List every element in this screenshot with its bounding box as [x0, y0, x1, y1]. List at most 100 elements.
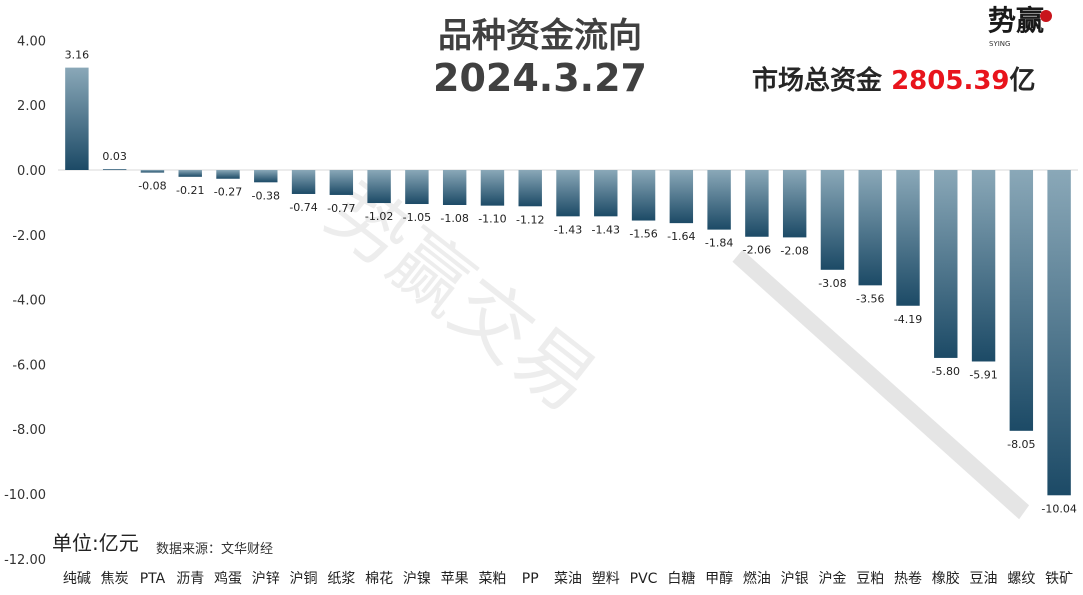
- x-tick-label: 纸浆: [327, 571, 355, 587]
- chart-title: 品种资金流向: [438, 16, 642, 56]
- bar-shadow: [732, 249, 1030, 520]
- data-label: -2.08: [780, 244, 808, 257]
- data-label: -8.05: [1007, 438, 1035, 451]
- bar: [669, 170, 694, 224]
- x-axis: 纯碱 焦炭 PTA 沥青 鸡蛋 沪锌 沪铜 纸浆 棉花 沪镍 苹果 菜粕 PP 菜油 塑料 PVC 白糖 甲醇 燃油…: [63, 570, 1073, 587]
- source-label: 数据来源：文华财经: [156, 542, 274, 557]
- bar: [216, 170, 240, 179]
- y-tick-label: -10.00: [4, 488, 46, 503]
- bar: [254, 170, 278, 183]
- x-tick-label: 螺纹: [1007, 571, 1035, 587]
- bar: [782, 170, 807, 238]
- bar: [102, 169, 127, 171]
- unit-label: 单位:亿元: [52, 531, 139, 555]
- data-label: 0.03: [102, 150, 127, 163]
- x-tick-label: PVC: [630, 571, 658, 587]
- bar: [291, 170, 316, 194]
- bar: [140, 170, 165, 173]
- bar: [442, 170, 467, 205]
- x-tick-label: 橡胶: [932, 570, 960, 587]
- logo-text: 势赢: [988, 4, 1044, 37]
- x-tick-label: PP: [522, 571, 539, 587]
- x-tick-label: 铁矿: [1045, 571, 1073, 587]
- market-total-label: 市场总资金: [752, 66, 883, 96]
- x-tick-label: 棉花: [365, 570, 393, 587]
- data-label: -0.77: [327, 202, 355, 215]
- y-tick-label: 0.00: [17, 164, 46, 179]
- data-label: -0.74: [289, 201, 317, 214]
- data-label: -1.64: [667, 230, 695, 243]
- x-tick-label: 沪镍: [403, 571, 431, 587]
- y-axis: 4.00 2.00 0.00 -2.00 -4.00 -6.00 -8.00 -10.00 -1…: [4, 34, 46, 567]
- shadow-band: [732, 249, 1030, 520]
- x-tick-label: 沪铜: [290, 571, 318, 587]
- x-tick-label: 燃油: [743, 570, 771, 587]
- data-label: -1.08: [440, 212, 468, 225]
- data-label: 3.16: [65, 49, 90, 62]
- data-label: -1.12: [516, 213, 544, 226]
- data-label: -0.38: [252, 189, 280, 202]
- data-label: -1.02: [365, 210, 393, 223]
- bar: [518, 170, 542, 207]
- data-label: -1.56: [629, 228, 657, 241]
- y-tick-label: -12.00: [4, 553, 46, 568]
- x-tick-label: 沪银: [781, 571, 809, 587]
- y-tick-label: -6.00: [12, 358, 46, 373]
- data-label: -5.91: [969, 368, 997, 381]
- bar: [858, 170, 882, 286]
- x-tick-label: 菜粕: [478, 571, 506, 587]
- bar: [707, 170, 731, 230]
- data-label: -1.05: [403, 211, 431, 224]
- logo-seal-icon: [1040, 10, 1052, 22]
- x-tick-label: 豆粕: [856, 571, 884, 587]
- bar: [367, 170, 391, 204]
- data-label: -5.80: [932, 365, 960, 378]
- data-label: -4.19: [894, 313, 922, 326]
- x-tick-label: 苹果: [441, 571, 469, 587]
- data-label: -1.43: [592, 223, 620, 236]
- data-label: -1.10: [478, 213, 506, 226]
- x-tick-label: PTA: [140, 571, 166, 587]
- bar: [745, 170, 769, 237]
- bar: [896, 170, 920, 306]
- y-tick-label: -8.00: [12, 423, 46, 438]
- bar: [405, 170, 429, 205]
- x-tick-label: 塑料: [592, 571, 620, 587]
- brand-logo: 势赢 SYING: [988, 4, 1052, 48]
- x-tick-label: 豆油: [970, 571, 998, 587]
- x-tick-label: 鸡蛋: [214, 570, 242, 587]
- data-labels: 3.16 0.03 -0.08 -0.21 -0.27 -0.38 -0.74 -0.77 -1…: [65, 49, 1077, 516]
- y-tick-label: 2.00: [17, 99, 46, 114]
- bar: [1047, 170, 1071, 496]
- chart-date: 2024.3.27: [433, 56, 647, 100]
- x-tick-label: 白糖: [667, 571, 695, 587]
- data-label: -2.06: [743, 244, 771, 257]
- data-label: -3.08: [818, 277, 846, 290]
- bar: [820, 170, 845, 270]
- bar: [480, 170, 505, 206]
- y-tick-label: -4.00: [12, 294, 46, 309]
- x-tick-label: 热卷: [894, 571, 922, 587]
- bars: [65, 67, 1071, 496]
- market-total-value: 2805.39: [891, 66, 1010, 96]
- data-label: -3.56: [856, 292, 884, 305]
- bar: [934, 170, 958, 358]
- data-label: -1.84: [705, 237, 733, 250]
- x-tick-label: 纯碱: [63, 571, 91, 587]
- x-tick-label: 甲醇: [705, 570, 733, 587]
- bar: [631, 170, 656, 221]
- x-tick-label: 沪锌: [252, 571, 280, 587]
- bar: [1009, 170, 1034, 431]
- x-tick-label: 沪金: [818, 571, 846, 587]
- bar: [594, 170, 618, 217]
- bar: [65, 67, 89, 170]
- data-label: -0.08: [138, 180, 166, 193]
- y-tick-label: -2.00: [12, 229, 46, 244]
- data-label: -0.27: [214, 186, 242, 199]
- bar: [329, 170, 354, 195]
- y-tick-label: 4.00: [17, 34, 46, 49]
- bar: [178, 170, 202, 177]
- x-tick-label: 菜油: [554, 571, 582, 587]
- x-tick-label: 焦炭: [101, 571, 129, 587]
